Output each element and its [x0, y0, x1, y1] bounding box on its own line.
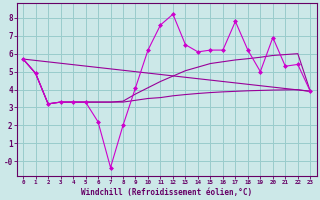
X-axis label: Windchill (Refroidissement éolien,°C): Windchill (Refroidissement éolien,°C)	[81, 188, 252, 197]
